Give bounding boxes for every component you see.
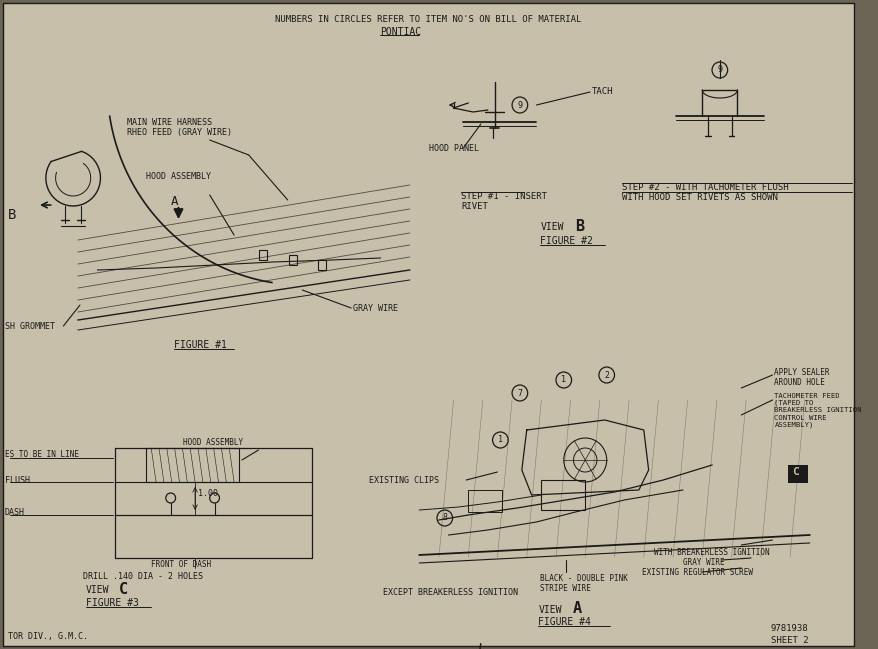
FancyBboxPatch shape xyxy=(3,3,853,646)
Text: NUMBERS IN CIRCLES REFER TO ITEM NO'S ON BILL OF MATERIAL: NUMBERS IN CIRCLES REFER TO ITEM NO'S ON… xyxy=(275,15,580,24)
Text: GRAY WIRE: GRAY WIRE xyxy=(353,304,398,313)
Text: SH GROMMET: SH GROMMET xyxy=(5,322,54,331)
Text: APPLY SEALER
AROUND HOLE: APPLY SEALER AROUND HOLE xyxy=(774,368,829,387)
Text: TACH: TACH xyxy=(592,87,613,96)
Text: MAIN WIRE HARNESS
RHEO FEED (GRAY WIRE): MAIN WIRE HARNESS RHEO FEED (GRAY WIRE) xyxy=(126,118,232,138)
Text: VIEW: VIEW xyxy=(86,585,109,595)
Text: DRILL .140 DIA - 2 HOLES: DRILL .140 DIA - 2 HOLES xyxy=(83,572,203,581)
Bar xyxy=(318,260,326,270)
Text: SHEET 2: SHEET 2 xyxy=(770,636,807,645)
Text: B: B xyxy=(8,208,16,222)
Text: FIGURE #3: FIGURE #3 xyxy=(86,598,139,608)
Text: 1: 1 xyxy=(561,376,565,384)
Text: 9: 9 xyxy=(716,66,722,75)
Text: 1: 1 xyxy=(497,435,502,445)
Text: VIEW: VIEW xyxy=(538,605,561,615)
Text: BLACK - DOUBLE PINK
STRIPE WIRE: BLACK - DOUBLE PINK STRIPE WIRE xyxy=(540,574,628,593)
Text: HOOD PANEL: HOOD PANEL xyxy=(428,144,479,153)
Text: C: C xyxy=(791,467,798,477)
Bar xyxy=(541,480,585,510)
Text: A: A xyxy=(572,601,581,616)
Text: EXCEPT BREAKERLESS IGNITION: EXCEPT BREAKERLESS IGNITION xyxy=(383,588,518,597)
Text: ES TO BE IN LINE: ES TO BE IN LINE xyxy=(5,450,79,459)
Text: C: C xyxy=(119,582,128,597)
Text: EXISTING CLIPS: EXISTING CLIPS xyxy=(368,476,438,485)
Text: HOOD ASSEMBLY: HOOD ASSEMBLY xyxy=(146,172,211,181)
Text: TACHOMETER FEED
(TAPED TO
BREAKERLESS IGNITION
CONTROL WIRE
ASSEMBLY): TACHOMETER FEED (TAPED TO BREAKERLESS IG… xyxy=(774,393,861,428)
Text: VIEW: VIEW xyxy=(540,222,563,232)
Text: 8: 8 xyxy=(442,513,447,522)
Bar xyxy=(146,448,239,482)
Text: DASH: DASH xyxy=(5,508,25,517)
Text: HOOD ASSEMBLY: HOOD ASSEMBLY xyxy=(184,438,243,447)
Text: 7: 7 xyxy=(517,389,522,397)
Text: FIGURE #1: FIGURE #1 xyxy=(174,340,227,350)
Text: TOR DIV., G.M.C.: TOR DIV., G.M.C. xyxy=(8,632,88,641)
Text: 2: 2 xyxy=(603,371,608,380)
Bar xyxy=(288,255,296,265)
Text: A: A xyxy=(170,195,178,208)
Text: EXISTING REGULATOR SCREW: EXISTING REGULATOR SCREW xyxy=(641,568,752,577)
Text: 9781938: 9781938 xyxy=(770,624,807,633)
Text: STEP #2 - WITH TACHOMETER FLUSH
WITH HOOD SET RIVETS AS SHOWN: STEP #2 - WITH TACHOMETER FLUSH WITH HOO… xyxy=(622,183,788,202)
Bar xyxy=(259,250,267,260)
Bar xyxy=(788,465,807,483)
Text: WITH BREAKERLESS IGNITION: WITH BREAKERLESS IGNITION xyxy=(652,548,768,557)
Text: GRAY WIRE: GRAY WIRE xyxy=(682,558,723,567)
Text: STEP #1 - INSERT
RIVET: STEP #1 - INSERT RIVET xyxy=(461,192,547,212)
Text: FIGURE #2: FIGURE #2 xyxy=(540,236,593,246)
Text: FIGURE #4: FIGURE #4 xyxy=(538,617,591,627)
Text: 1.00: 1.00 xyxy=(198,489,218,498)
Text: B: B xyxy=(575,219,584,234)
Text: FRONT OF DASH: FRONT OF DASH xyxy=(151,560,211,569)
Bar xyxy=(468,490,501,512)
Text: PONTIAC: PONTIAC xyxy=(380,27,421,37)
Text: 9: 9 xyxy=(517,101,522,110)
Text: FLUSH: FLUSH xyxy=(5,476,30,485)
